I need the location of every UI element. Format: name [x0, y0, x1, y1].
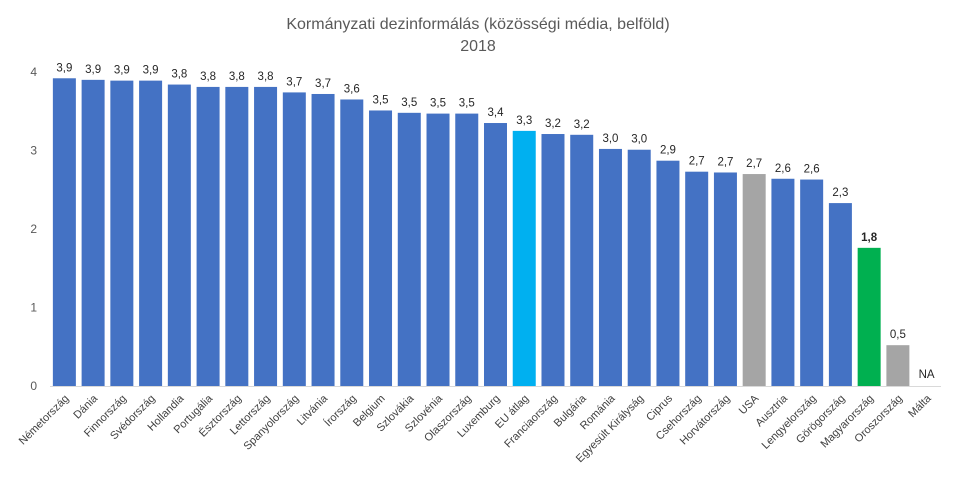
bar [627, 149, 651, 386]
value-label: 3,5 [430, 98, 446, 110]
bar [254, 86, 278, 387]
bar [570, 134, 594, 386]
chart-title: Kormányzati dezinformálás (közösségi méd… [286, 16, 669, 33]
value-label: 3,6 [344, 83, 360, 95]
category-labels-group: Németország DániaFinnországSvédországHoll… [17, 392, 935, 465]
value-label: NA [919, 369, 935, 381]
y-axis: 0 1 2 3 4 [30, 65, 37, 393]
bar [311, 93, 335, 386]
value-label: 3,8 [171, 69, 187, 81]
value-label: 2,7 [689, 156, 705, 168]
bar [455, 113, 479, 386]
bar [541, 134, 565, 386]
value-label: 2,6 [804, 164, 820, 176]
value-label: 3,3 [516, 115, 532, 127]
bar [771, 178, 795, 386]
y-tick-label: 4 [30, 65, 37, 79]
bar [139, 80, 163, 386]
value-label: 3,5 [459, 98, 475, 110]
value-label: 3,2 [574, 119, 590, 131]
value-label: 2,7 [746, 158, 762, 170]
bar [800, 179, 824, 386]
value-label: 3,2 [545, 118, 561, 130]
category-label: USA [737, 392, 762, 417]
bar [282, 92, 306, 386]
bar [484, 123, 507, 387]
value-label: 3,7 [315, 78, 331, 90]
bar [397, 112, 421, 386]
value-labels-group: 3,9 3,9 3,9 3,9 3,8 3,8 3,8 3,8 3,7 3,7 3,6 3,5 3,5 3… [56, 62, 935, 381]
value-label: 3,0 [602, 133, 618, 145]
value-label: 2,9 [660, 145, 676, 157]
bar [110, 80, 134, 386]
y-tick-label: 3 [30, 144, 37, 158]
y-tick-label: 2 [30, 222, 37, 236]
value-label: 3,9 [85, 64, 101, 76]
value-label: 1,8 [861, 232, 878, 244]
value-label: 3,9 [56, 62, 72, 74]
y-tick-label: 0 [30, 379, 37, 393]
bar [225, 86, 249, 387]
chart-subtitle: 2018 [460, 38, 496, 55]
value-label: 3,5 [373, 94, 389, 106]
value-label: 2,6 [775, 163, 791, 175]
category-label: Németország [17, 393, 72, 448]
bar [598, 148, 622, 386]
bar [340, 99, 364, 386]
bar [828, 203, 852, 386]
bar [685, 171, 709, 386]
value-label: 3,8 [229, 71, 245, 83]
bar [857, 247, 881, 386]
value-label: 3,9 [114, 65, 130, 77]
bar [742, 174, 766, 386]
value-label: 2,7 [717, 156, 733, 168]
value-label: 3,8 [258, 71, 274, 83]
bar [81, 79, 105, 386]
bar [656, 160, 680, 386]
value-label: 3,4 [488, 107, 505, 119]
value-label: 3,7 [286, 76, 302, 88]
value-label: 2,3 [832, 187, 848, 199]
category-label: Málta [906, 392, 934, 420]
bar [167, 84, 191, 386]
bar [196, 86, 220, 387]
bar [713, 172, 737, 386]
bar [369, 110, 393, 386]
y-tick-label: 1 [30, 301, 37, 315]
value-label: 3,5 [401, 97, 417, 109]
value-label: 0,5 [890, 329, 906, 341]
bar [886, 345, 910, 386]
bar [512, 130, 536, 387]
value-label: 3,8 [200, 71, 216, 83]
value-label: 3,9 [143, 65, 159, 77]
value-label: 3,0 [631, 134, 647, 146]
bars-group [52, 78, 910, 387]
bar [52, 78, 76, 386]
bar [426, 113, 450, 386]
